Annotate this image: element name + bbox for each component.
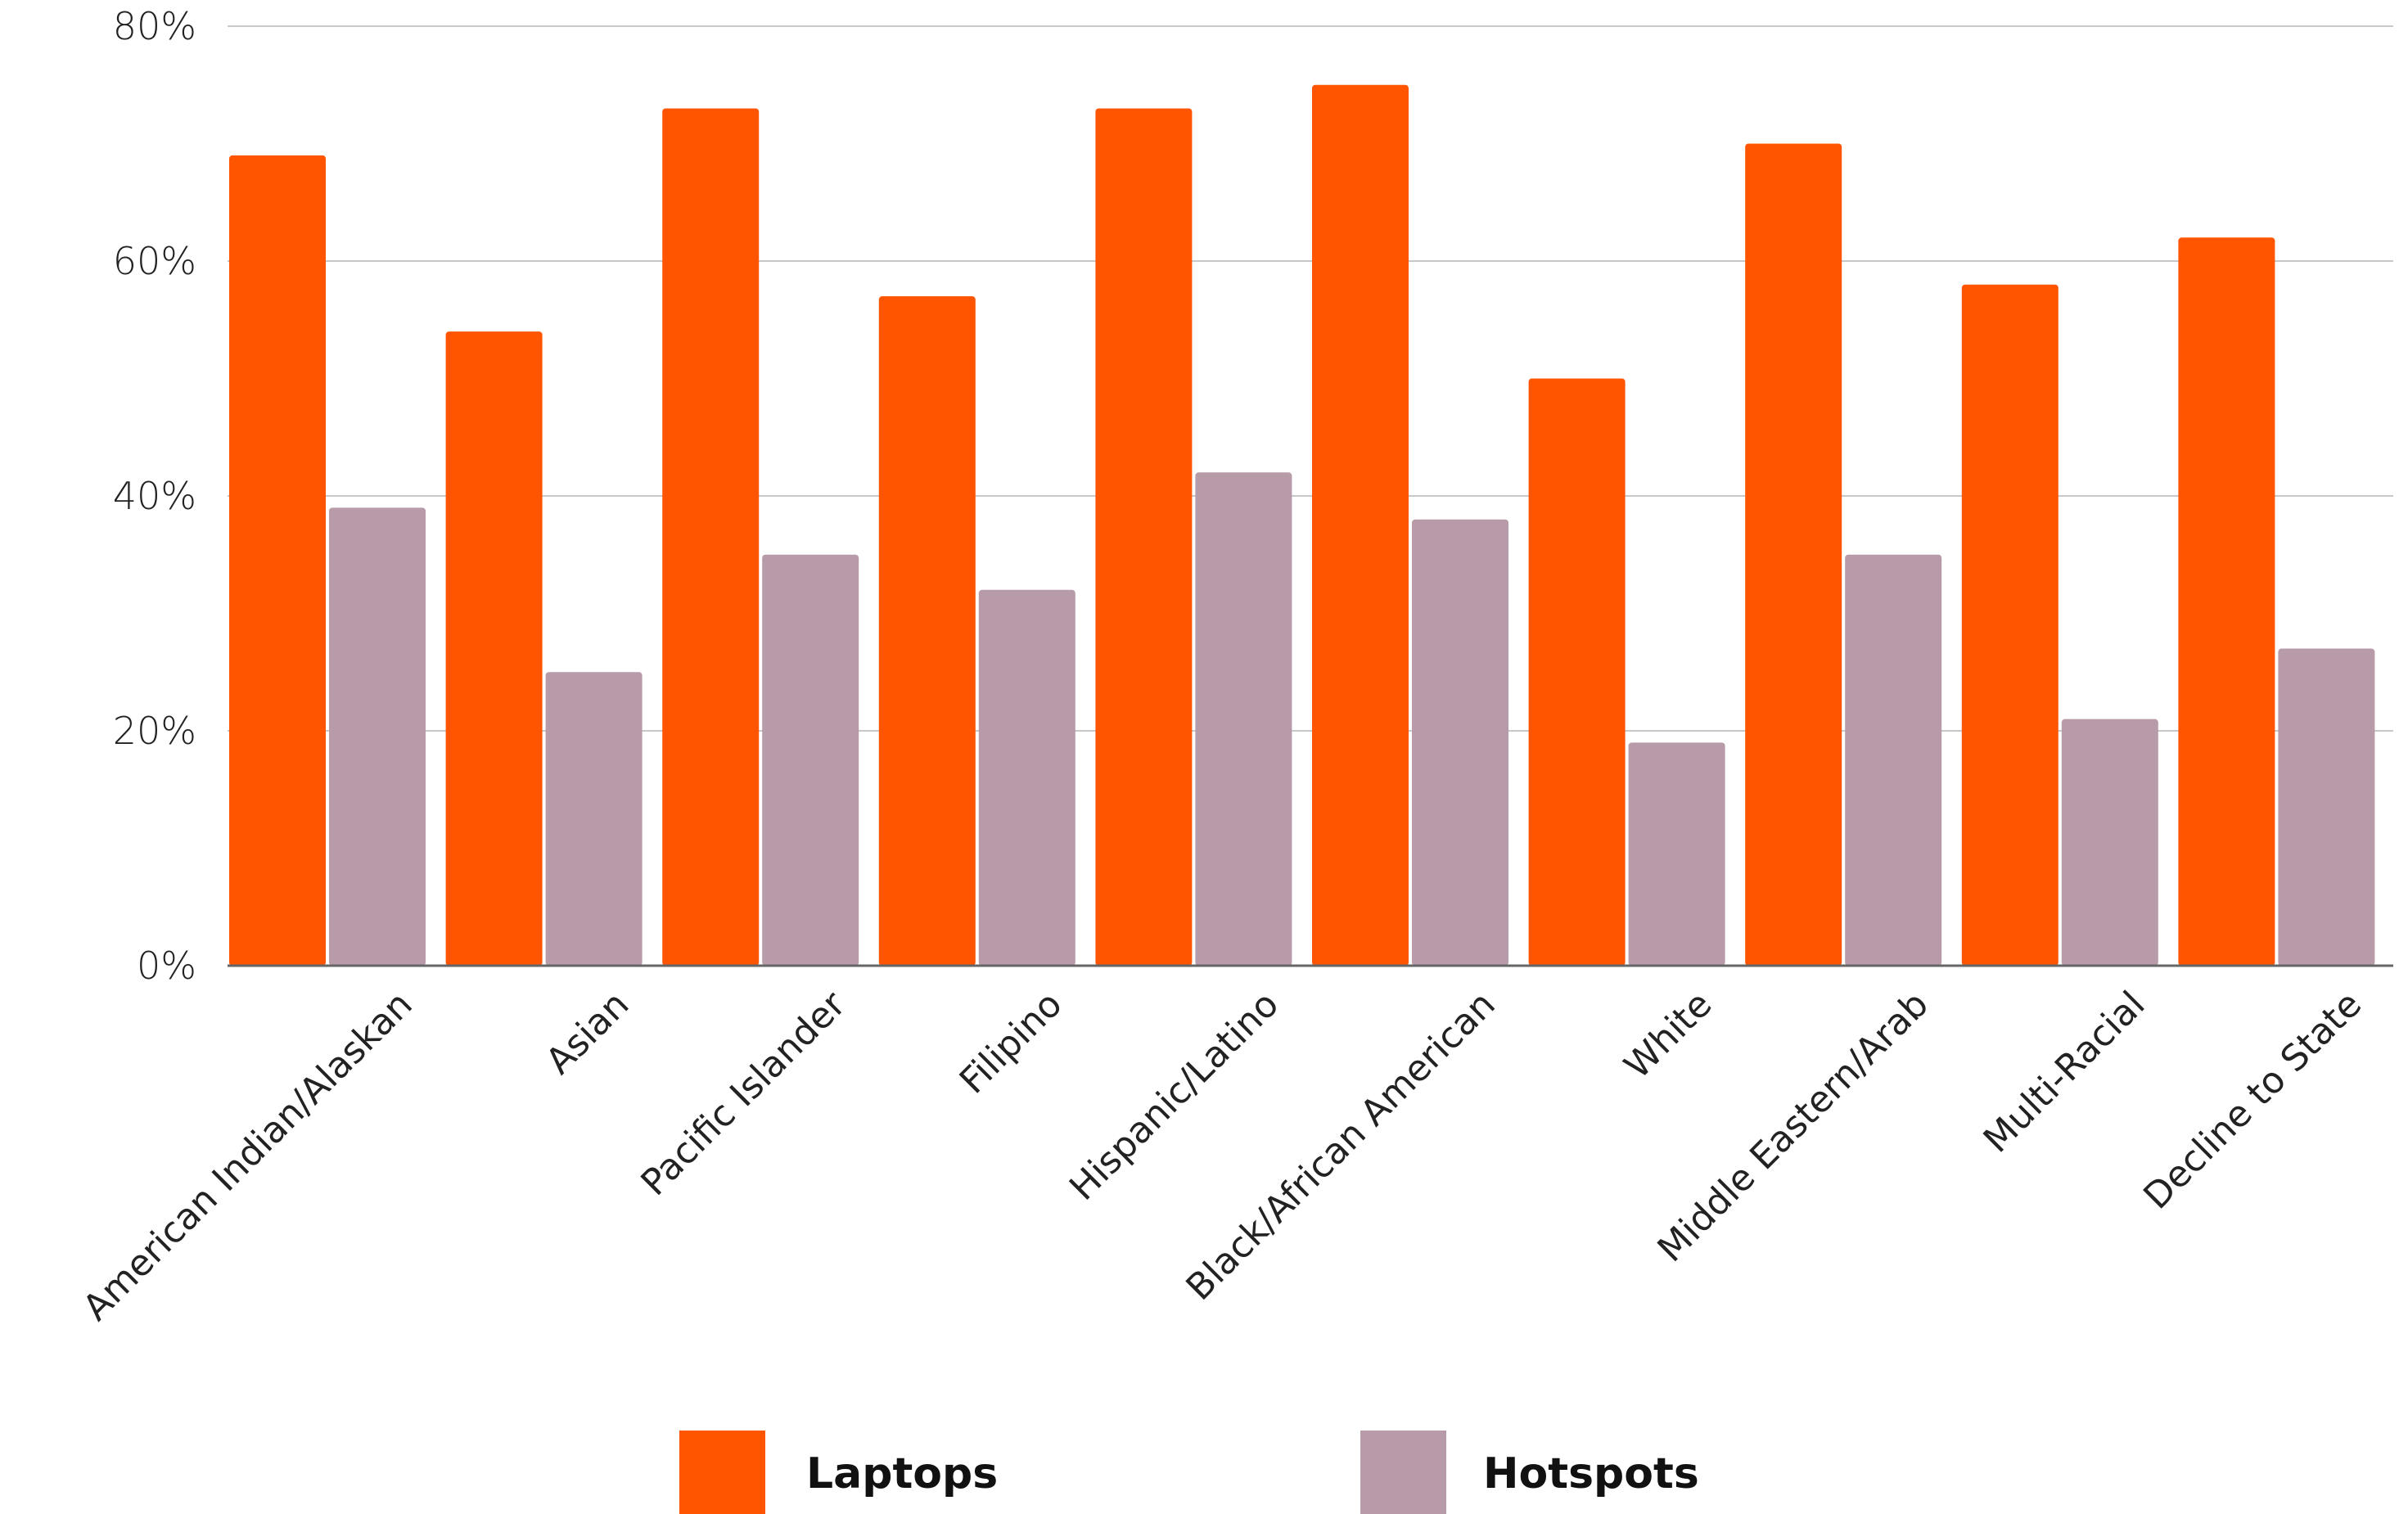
y-axis-ticks: 0% 20% 40% 60% 80% [113,4,196,988]
bar-hotspots [2061,719,2158,966]
y-tick-label: 0% [137,944,196,988]
bars [229,84,2375,967]
legend-swatch-laptops [679,1431,765,1514]
bar-laptops [1095,108,1193,967]
y-tick-label: 60% [113,239,196,283]
bar-hotspots [1845,554,1942,966]
x-category-label: Filipino [952,984,1071,1102]
bar-laptops [878,296,976,966]
bar-laptops [2178,237,2275,966]
x-category-label: Decline to State [2135,984,2370,1218]
bar-hotspots [1628,742,1725,966]
x-category-label: Asian [538,984,637,1083]
x-category-label: White [1617,984,1720,1088]
y-tick-label: 20% [113,709,196,753]
bar-hotspots [1412,519,1508,966]
legend: Laptops Hotspots [679,1431,1699,1514]
bar-hotspots [329,507,426,966]
bar-laptops [1745,143,1842,966]
bar-laptops [1312,84,1409,966]
y-tick-label: 80% [113,4,196,48]
legend-label-laptops: Laptops [806,1449,998,1498]
legend-label-hotspots: Hotspots [1483,1449,1699,1498]
legend-swatch-hotspots [1360,1431,1446,1514]
bar-hotspots [545,672,643,966]
bar-hotspots [762,554,859,966]
bar-hotspots [978,589,1075,966]
bar-laptops [662,108,760,967]
bar-laptops [1961,284,2059,966]
x-category-label: Pacific Islander [634,983,855,1204]
bar-hotspots [2278,648,2375,966]
gridlines [228,25,2393,732]
x-category-label: Multi-Racial [1976,984,2153,1161]
y-tick-label: 40% [113,474,196,518]
bar-laptops [229,155,326,967]
bar-laptops [445,331,543,967]
x-category-label: American Indian/Alaskan [75,984,421,1329]
bar-laptops [1528,378,1626,966]
bar-hotspots [1195,472,1292,966]
x-category-label: Hispanic/Latino [1062,984,1287,1209]
